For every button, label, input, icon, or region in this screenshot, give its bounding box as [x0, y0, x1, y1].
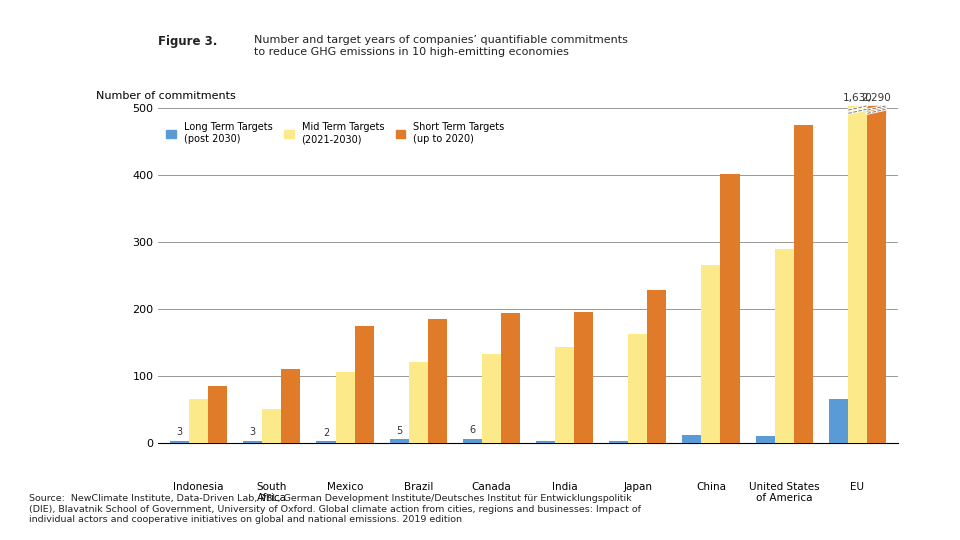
- Text: 5: 5: [396, 426, 402, 436]
- Bar: [647, 290, 666, 443]
- Bar: [555, 347, 574, 443]
- Bar: [536, 442, 555, 443]
- Text: Number and target years of companies’ quantifiable commitments
to reduce GHG emi: Number and target years of companies’ qu…: [254, 35, 628, 57]
- Text: Figure 3.: Figure 3.: [158, 35, 218, 48]
- Bar: [574, 312, 593, 443]
- Bar: [317, 442, 335, 443]
- Bar: [243, 441, 262, 443]
- Bar: [170, 441, 189, 443]
- Legend: Long Term Targets
(post 2030), Mid Term Targets
(2021-2030), Short Term Targets
: Long Term Targets (post 2030), Mid Term …: [163, 119, 508, 147]
- Text: 2: 2: [323, 428, 329, 438]
- Bar: [628, 334, 647, 443]
- Text: Source:  NewClimate Institute, Data-Driven Lab, PBL, German Development Institut: Source: NewClimate Institute, Data-Drive…: [29, 494, 641, 524]
- Text: Number of commitments: Number of commitments: [96, 91, 235, 102]
- Bar: [262, 409, 281, 443]
- Bar: [281, 369, 300, 443]
- Text: 3: 3: [177, 428, 182, 437]
- Text: 1,630: 1,630: [843, 93, 873, 103]
- Bar: [828, 399, 848, 443]
- Bar: [610, 442, 628, 443]
- Text: 2,290: 2,290: [861, 93, 891, 103]
- Bar: [335, 373, 354, 443]
- Bar: [428, 319, 446, 443]
- Bar: [501, 313, 520, 443]
- Bar: [354, 326, 373, 443]
- Bar: [482, 354, 501, 443]
- Bar: [848, 108, 867, 443]
- Bar: [409, 362, 428, 443]
- Bar: [463, 439, 482, 443]
- Bar: [189, 399, 208, 443]
- Text: 6: 6: [469, 426, 475, 435]
- Bar: [867, 108, 886, 443]
- Bar: [721, 174, 739, 443]
- Bar: [390, 440, 409, 443]
- Bar: [794, 125, 813, 443]
- Bar: [702, 265, 721, 443]
- Bar: [775, 248, 794, 443]
- Text: 3: 3: [250, 428, 256, 437]
- Bar: [683, 435, 702, 443]
- Bar: [756, 436, 775, 443]
- Bar: [208, 386, 228, 443]
